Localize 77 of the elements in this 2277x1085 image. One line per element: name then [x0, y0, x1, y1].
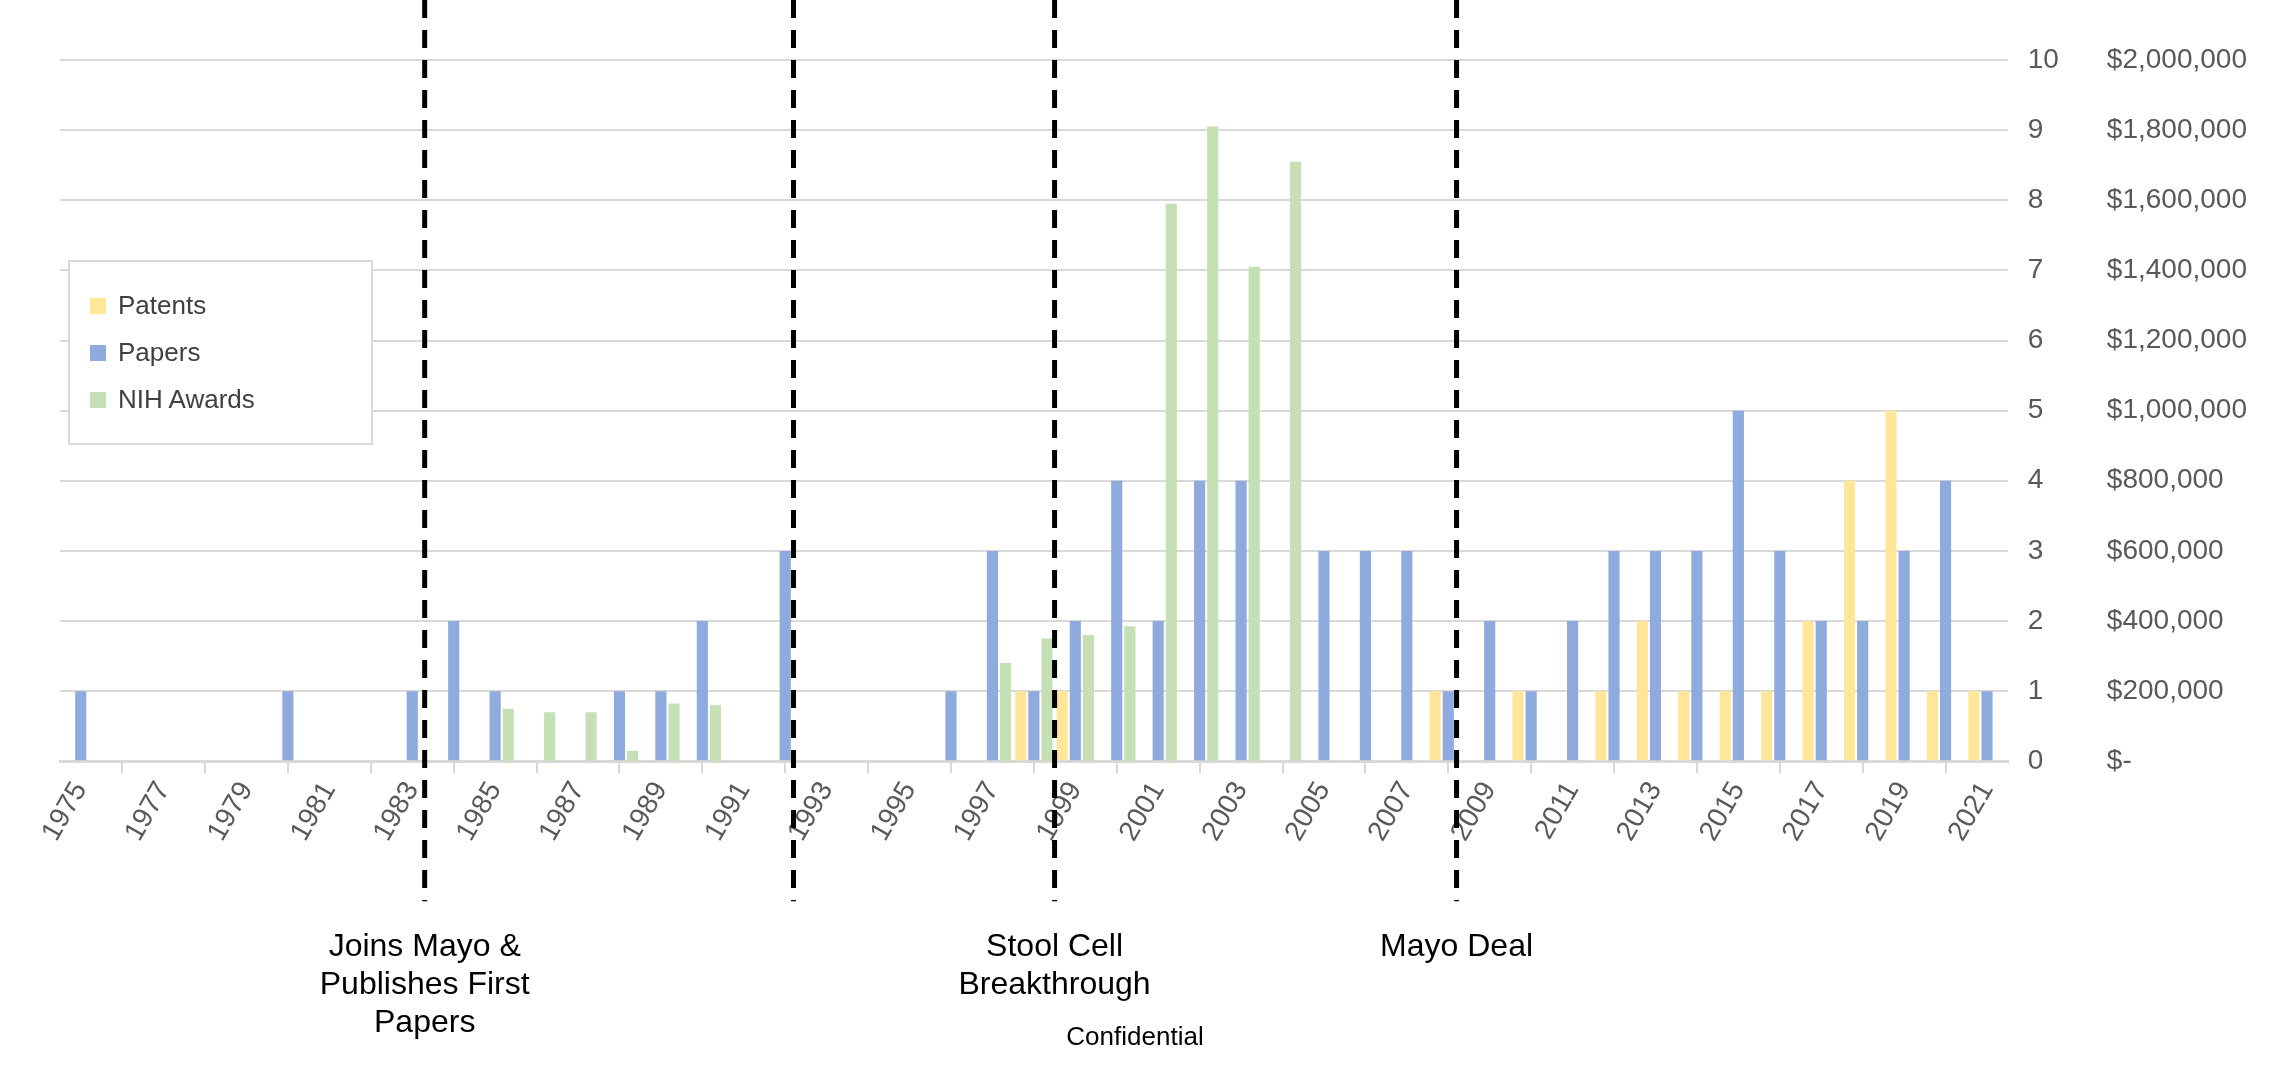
bar	[1732, 410, 1744, 761]
y-tick-label: 6	[2027, 323, 2044, 355]
bar	[1885, 410, 1897, 761]
bar	[1359, 550, 1371, 761]
bar	[945, 691, 957, 761]
ref-line-label: Stool Cell Breakthrough	[958, 927, 1151, 1002]
bar	[1774, 550, 1786, 761]
text: Confidential	[1066, 1021, 1204, 1052]
bar	[1401, 550, 1413, 761]
bar	[1719, 691, 1731, 761]
bar	[1968, 691, 1980, 761]
bar	[1939, 480, 1952, 761]
bar	[1165, 203, 1177, 762]
bar	[1429, 691, 1441, 761]
y2-tick-label: $800,000	[2106, 463, 2224, 495]
bar	[1318, 550, 1330, 761]
bar	[1290, 161, 1302, 762]
bar	[1649, 550, 1662, 761]
y-tick-label: 1	[2027, 673, 2044, 705]
y-tick-label: 8	[2027, 182, 2044, 214]
y-tick-label: 3	[2027, 533, 2044, 565]
bar	[1843, 480, 1856, 761]
bar	[779, 550, 791, 761]
y-tick-label: 9	[2027, 112, 2044, 144]
bar	[1525, 691, 1537, 761]
bar	[1608, 550, 1620, 761]
bar	[1512, 691, 1524, 761]
y2-tick-label: $400,000	[2106, 603, 2224, 635]
bar	[1898, 550, 1910, 761]
y2-tick-label: $1,200,000	[2106, 323, 2247, 355]
bar	[1636, 621, 1648, 761]
bar	[1207, 126, 1219, 762]
y2-tick-label: $1,600,000	[2106, 182, 2247, 214]
bar	[613, 691, 626, 761]
y2-tick-label: $2,000,000	[2106, 42, 2247, 74]
bar	[1802, 621, 1814, 761]
bar	[696, 621, 708, 761]
y-tick-label: 4	[2027, 463, 2044, 495]
bar	[75, 691, 87, 761]
y-tick-label: 10	[2027, 42, 2059, 74]
y-tick-label: 2	[2027, 603, 2044, 635]
ref-line-label: Mayo Deal	[1380, 927, 1534, 964]
ref-line-label: Joins Mayo & Publishes First Papers	[319, 927, 530, 1040]
legend-label: Papers	[118, 337, 201, 368]
legend-label: Patents	[118, 290, 207, 321]
bar	[1857, 621, 1869, 761]
y2-tick-label: $1,800,000	[2106, 112, 2247, 144]
bar	[1152, 621, 1164, 761]
bar	[1442, 691, 1454, 761]
bar	[986, 550, 998, 761]
bar	[544, 712, 556, 762]
bar	[1595, 691, 1607, 761]
bar	[1761, 691, 1773, 761]
legend-label: NIH Awards	[118, 384, 255, 415]
bar	[1567, 621, 1579, 761]
y2-tick-label: $1,400,000	[2106, 253, 2247, 285]
bar	[1056, 691, 1068, 761]
y2-tick-label: $600,000	[2106, 533, 2224, 565]
bar	[1678, 691, 1690, 761]
bar	[1015, 691, 1027, 761]
y-tick-label: 5	[2027, 393, 2044, 425]
bar	[1484, 621, 1496, 761]
y2-tick-label: $1,000,000	[2106, 393, 2247, 425]
bar	[1815, 621, 1827, 761]
y2-tick-label: $-	[2106, 743, 2132, 775]
y-tick-label: 0	[2027, 743, 2044, 775]
y2-tick-label: $200,000	[2106, 673, 2224, 705]
bar	[1691, 550, 1703, 761]
bar	[1926, 691, 1939, 761]
bar	[1981, 691, 1993, 761]
bar	[282, 691, 294, 761]
y-tick-label: 7	[2027, 253, 2044, 285]
bar	[448, 621, 460, 761]
bar	[1111, 480, 1123, 761]
bar	[406, 691, 418, 761]
bar	[627, 750, 639, 762]
bar	[585, 712, 597, 762]
